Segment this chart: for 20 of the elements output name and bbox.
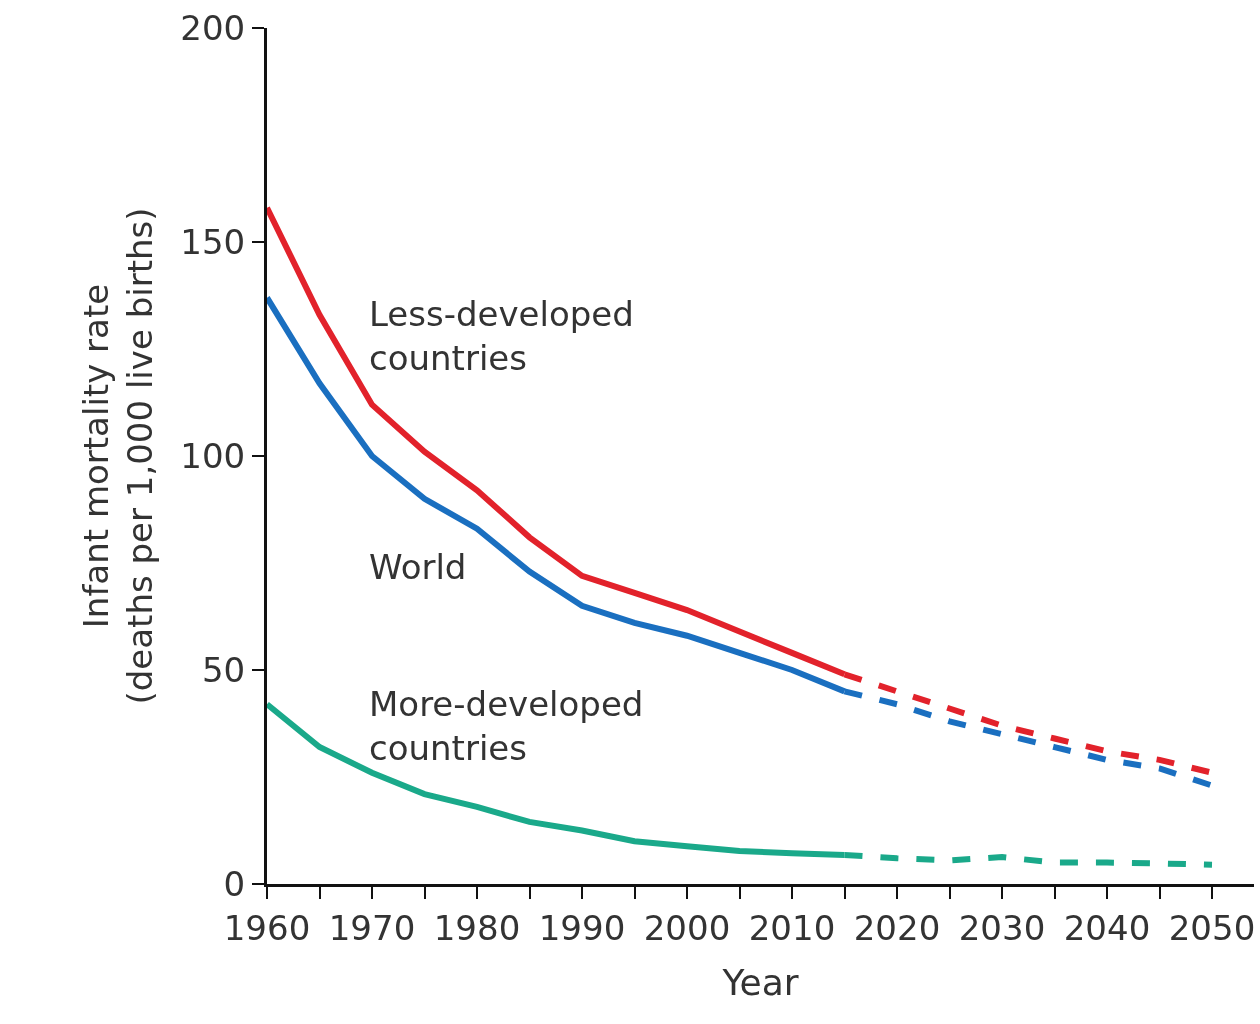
y-tick-label: 150 <box>180 221 246 262</box>
series-label: More-developed countries <box>369 684 644 769</box>
x-tick-label: 2040 <box>1063 907 1151 948</box>
x-axis-title: Year <box>721 962 799 1004</box>
y-tick-label: 200 <box>180 7 246 48</box>
y-tick-label: 0 <box>223 863 246 904</box>
x-tick-label: 2030 <box>958 907 1046 948</box>
x-tick-label: 1990 <box>538 907 626 948</box>
x-tick-label: 2010 <box>748 907 836 948</box>
x-tick-label: 1980 <box>433 907 521 948</box>
x-tick-label: 2020 <box>853 907 941 948</box>
x-tick-label: 2050 <box>1168 907 1256 948</box>
y-tick-label: 100 <box>180 435 246 476</box>
x-tick-label: 1960 <box>223 907 311 948</box>
x-tick-label: 2000 <box>643 907 731 948</box>
series-label: Less-developed countries <box>369 294 634 379</box>
series-label: World <box>369 547 467 587</box>
y-tick-label: 50 <box>201 649 246 690</box>
y-axis-title: Infant mortality rate (deaths per 1,000 live births) <box>75 207 160 705</box>
x-tick-label: 1970 <box>328 907 416 948</box>
